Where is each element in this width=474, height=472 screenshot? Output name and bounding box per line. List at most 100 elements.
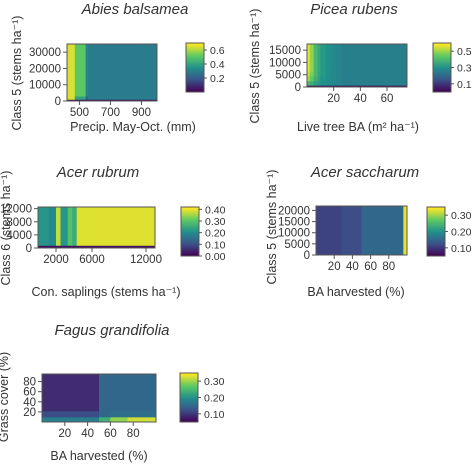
colorbar-swatch	[433, 73, 451, 76]
colorbar-tick-label: 0.30	[451, 210, 472, 222]
heatmap-cell	[317, 71, 321, 77]
colorbar-swatch	[427, 233, 445, 236]
colorbar-swatch	[433, 79, 451, 82]
heatmap-cell	[336, 71, 343, 77]
x-tick-label: 500	[70, 107, 89, 119]
heatmap-cell	[74, 44, 87, 97]
colorbar-swatch	[181, 236, 199, 239]
colorbar-swatch	[181, 225, 199, 228]
colorbar-swatch	[433, 89, 451, 92]
x-tick-label: 40	[354, 93, 367, 105]
heatmap-cell	[67, 99, 76, 102]
plot-frame	[315, 205, 408, 256]
heatmap-cell	[313, 85, 319, 88]
colorbar-swatch	[427, 227, 445, 230]
colorbar-swatch	[180, 409, 198, 412]
colorbar-swatch	[186, 89, 204, 92]
colorbar-swatch	[427, 216, 445, 219]
plot-frame	[37, 206, 156, 249]
heatmap-cell	[72, 207, 78, 246]
heatmap-cell	[309, 75, 315, 82]
colorbar-swatch	[180, 393, 198, 396]
colorbar-swatch	[186, 56, 204, 59]
x-axis-label: BA harvested (%)	[307, 285, 404, 299]
colorbar-swatch	[181, 235, 199, 237]
colorbar-swatch	[186, 82, 204, 84]
panel-1: 500 700 900 0 10000 20000 30000 Abies balsamea P…	[10, 1, 225, 134]
heatmap-cell	[87, 99, 92, 102]
colorbar-swatch	[433, 83, 451, 86]
heatmap-cell	[91, 99, 158, 102]
heatmap-cell	[336, 44, 343, 72]
colorbar-swatch	[180, 379, 198, 381]
colorbar-swatch	[186, 79, 204, 82]
plot-frame	[306, 43, 408, 88]
colorbar-swatch	[181, 244, 199, 247]
colorbar-swatch	[186, 52, 204, 55]
colorbar-swatch	[433, 78, 451, 81]
heatmap-cell	[38, 207, 50, 246]
colorbar-swatch	[186, 65, 204, 67]
colorbar-swatch	[180, 376, 198, 379]
colorbar-swatch	[180, 388, 198, 391]
heatmap-cell	[67, 245, 73, 249]
colorbar-swatch	[433, 43, 451, 45]
y-tick-label: 20	[23, 407, 36, 419]
heatmap-cell	[341, 80, 408, 86]
colorbar-swatch	[186, 71, 204, 73]
colorbar-swatch	[427, 221, 445, 224]
plot-frame	[41, 373, 157, 423]
x-tick-label: 80	[382, 261, 395, 273]
heatmap-cell	[72, 245, 78, 249]
y-tick-label: 0	[55, 96, 61, 108]
colorbar-swatch	[433, 80, 451, 83]
colorbar-swatch	[433, 52, 451, 55]
colorbar-swatch	[181, 208, 199, 210]
colorbar-swatch	[427, 231, 445, 234]
colorbar-swatch	[181, 249, 199, 252]
heatmap-cell	[307, 80, 311, 86]
colorbar-swatch	[433, 46, 451, 49]
heatmap-cell	[42, 374, 71, 412]
heatmap-cell	[60, 207, 69, 246]
heatmap-cell	[309, 71, 315, 77]
colorbar-swatch	[427, 242, 445, 245]
heatmap-cell	[67, 44, 76, 97]
colorbar-swatch	[181, 243, 199, 246]
colorbar-swatch	[427, 240, 445, 242]
heatmap-cell	[331, 44, 337, 72]
y-axis-label: Grass cover (%)	[0, 352, 11, 442]
colorbar-swatch	[180, 375, 198, 378]
colorbar-swatch	[181, 237, 199, 240]
colorbar-swatch	[433, 63, 451, 66]
panel-title: Picea rubens	[310, 1, 398, 18]
x-tick-label: 60	[381, 93, 394, 105]
y-tick-label: 0	[26, 243, 32, 255]
heatmap-cell	[76, 245, 156, 249]
heatmap-cell	[313, 80, 319, 86]
x-tick-label: 6000	[79, 254, 105, 266]
colorbar-swatch	[433, 87, 451, 89]
colorbar-tick-label: 0.2	[210, 73, 225, 85]
colorbar-swatch	[181, 222, 199, 225]
heatmap-cell	[127, 416, 157, 423]
heatmap-cell	[331, 75, 337, 82]
y-tick-label: 10000	[278, 228, 310, 240]
heatmap-cell	[70, 374, 100, 412]
colorbar-swatch	[433, 82, 451, 84]
heatmap-cell	[320, 71, 327, 77]
colorbar-swatch	[181, 246, 199, 248]
colorbar-swatch	[181, 227, 199, 230]
colorbar-swatch	[180, 407, 198, 410]
x-axis-label: BA harvested (%)	[50, 449, 147, 463]
colorbar-swatch	[186, 51, 204, 54]
heatmap-cell	[313, 71, 319, 77]
colorbar-swatch	[427, 213, 445, 215]
y-axis-label: Class 5 (stems ha⁻¹)	[248, 9, 262, 124]
colorbar-swatch	[181, 207, 199, 209]
panel-title: Fagus grandifolia	[54, 322, 169, 339]
heatmap-cell	[76, 207, 156, 246]
colorbar-swatch	[186, 54, 204, 56]
colorbar-tick-label: 0.3	[457, 63, 472, 75]
heatmap-cell	[127, 374, 157, 412]
